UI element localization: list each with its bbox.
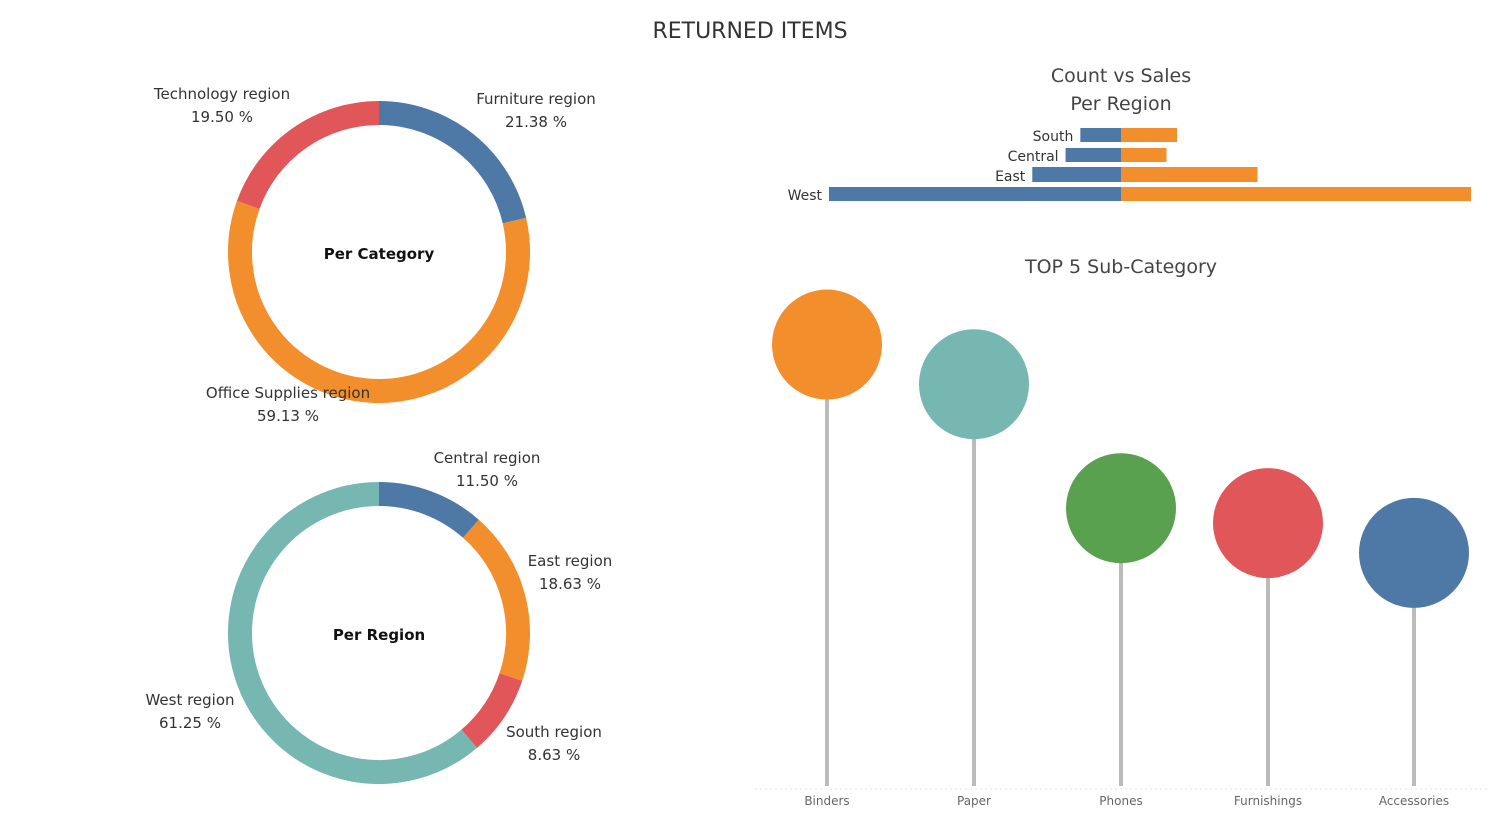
donut2-slice-west-region bbox=[228, 482, 478, 784]
donut1-label-technology-region: Technology region bbox=[153, 85, 290, 103]
bar-sales-south bbox=[1121, 128, 1177, 142]
donut1-slice-furniture-region bbox=[378, 101, 527, 224]
region-donut-center-label: Per Region bbox=[333, 626, 425, 644]
bar-label-central: Central bbox=[1008, 149, 1059, 165]
bar-sales-east bbox=[1121, 167, 1258, 182]
lollipop-head-phones bbox=[1066, 453, 1176, 564]
lollipop-tick-phones: Phones bbox=[1099, 794, 1142, 808]
donut1-label-office-supplies-region: Office Supplies region bbox=[206, 384, 370, 402]
bar-label-west: West bbox=[788, 188, 823, 204]
lollipop-head-accessories bbox=[1359, 497, 1469, 608]
donut2-label-central-region: Central region bbox=[434, 449, 541, 467]
donut2-value-east-region: 18.63 % bbox=[539, 575, 601, 593]
donut1-label-furniture-region: Furniture region bbox=[476, 90, 596, 108]
top5-subcategory-lollipop-chart: Binders Paper Phones Furnishings Accessories bbox=[755, 289, 1490, 808]
bar-chart-title-line-1: Count vs Sales bbox=[1051, 65, 1191, 87]
count-vs-sales-bar-chart: South Central East West bbox=[788, 128, 1471, 204]
bar-chart-title-line-2: Per Region bbox=[1070, 93, 1171, 115]
bar-sales-west bbox=[1121, 187, 1471, 201]
dashboard-title: RETURNED ITEMS bbox=[652, 19, 847, 44]
category-donut-center-label: Per Category bbox=[324, 245, 435, 263]
lollipop-tick-binders: Binders bbox=[804, 794, 849, 808]
donut2-value-south-region: 8.63 % bbox=[528, 746, 580, 764]
lollipop-head-paper bbox=[919, 329, 1029, 440]
category-donut-chart: Furniture region 21.38 % Office Supplies r… bbox=[153, 85, 596, 425]
lollipop-tick-accessories: Accessories bbox=[1379, 794, 1449, 808]
lollipop-chart-title: TOP 5 Sub-Category bbox=[1024, 256, 1217, 278]
donut1-value-office-supplies-region: 59.13 % bbox=[257, 407, 319, 425]
region-donut-chart: Central region 11.50 % East region 18.63 % S… bbox=[145, 449, 613, 784]
bar-count-south bbox=[1080, 128, 1121, 142]
donut1-slice-technology-region bbox=[236, 101, 380, 210]
lollipop-tick-paper: Paper bbox=[957, 794, 991, 808]
donut2-value-west-region: 61.25 % bbox=[159, 714, 221, 732]
donut2-label-east-region: East region bbox=[528, 552, 613, 570]
lollipop-head-furnishings bbox=[1213, 468, 1323, 579]
bar-label-south: South bbox=[1033, 129, 1074, 145]
lollipop-tick-furnishings: Furnishings bbox=[1234, 794, 1302, 808]
donut2-label-west-region: West region bbox=[145, 691, 234, 709]
lollipop-head-binders bbox=[772, 289, 882, 400]
donut2-slice-central-region bbox=[378, 482, 479, 538]
bar-count-central bbox=[1065, 148, 1121, 162]
donut2-value-central-region: 11.50 % bbox=[456, 472, 518, 490]
donut2-label-south-region: South region bbox=[506, 723, 602, 741]
donut1-slice-office-supplies-region bbox=[228, 200, 530, 403]
bar-count-east bbox=[1032, 167, 1121, 182]
donut2-slice-south-region bbox=[461, 672, 523, 748]
donut1-value-furniture-region: 21.38 % bbox=[505, 113, 567, 131]
bar-label-east: East bbox=[995, 169, 1026, 185]
bar-count-west bbox=[829, 187, 1121, 201]
donut1-value-technology-region: 19.50 % bbox=[191, 108, 253, 126]
bar-sales-central bbox=[1121, 148, 1167, 162]
donut2-slice-east-region bbox=[462, 519, 530, 681]
